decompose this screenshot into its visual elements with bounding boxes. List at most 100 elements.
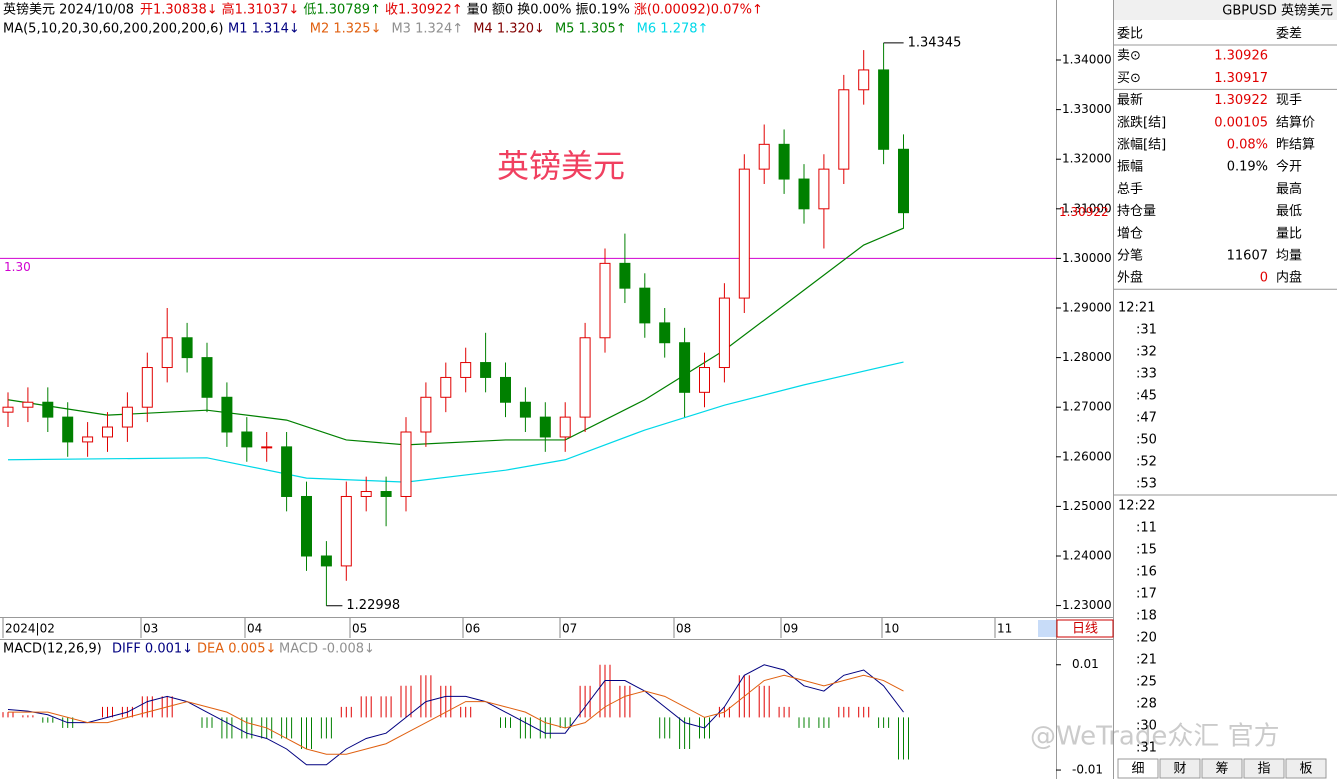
quote-item: 量0 xyxy=(467,3,488,18)
macd-title: MACD(12,26,9) xyxy=(3,642,102,657)
tick-time: :15 xyxy=(1136,543,1157,558)
row-value: 0 xyxy=(1260,271,1268,286)
period-box[interactable] xyxy=(1056,619,1114,638)
row-right: 今开 xyxy=(1276,159,1302,175)
ma-item: M3 1.324↑ xyxy=(391,22,463,37)
tick-time: :53 xyxy=(1136,477,1157,492)
candle-body xyxy=(400,431,412,497)
x-tick-label: 11 xyxy=(997,622,1012,636)
tick-time: :25 xyxy=(1136,675,1157,690)
y-tick-label: 1.28000 xyxy=(1062,350,1112,364)
tab-label[interactable]: 筹 xyxy=(1215,761,1228,777)
candle-body xyxy=(898,148,909,214)
row-right: 量比 xyxy=(1276,226,1302,241)
quote-item: 高1.31037↓ xyxy=(222,2,300,18)
tick-time: :31 xyxy=(1136,741,1157,756)
candle-body xyxy=(221,396,233,433)
row-value: 1.30922 xyxy=(1214,93,1268,108)
y-tick-label: 1.30000 xyxy=(1062,251,1112,265)
diff-line xyxy=(7,664,904,766)
tab[interactable] xyxy=(1159,758,1201,779)
candle-body xyxy=(559,416,571,438)
candle-body xyxy=(360,491,372,497)
row-right: 均量 xyxy=(1276,249,1302,264)
candle-body xyxy=(301,495,312,557)
row-value: 11607 xyxy=(1227,249,1268,264)
y-tick-label: 1.25000 xyxy=(1062,499,1112,513)
row-value: 0.19% xyxy=(1227,160,1268,175)
macd-tick-label: 0.01 xyxy=(1072,657,1099,671)
y-tick-label: 1.33000 xyxy=(1062,102,1112,116)
tick-time: :18 xyxy=(1136,609,1157,624)
candle-body xyxy=(420,396,432,433)
candle-body xyxy=(778,143,790,180)
candle-body xyxy=(539,416,551,438)
x-tick-label: 04 xyxy=(247,622,262,636)
x-tick-label: 09 xyxy=(783,622,798,636)
tick-time: :16 xyxy=(1136,565,1157,580)
candle-body xyxy=(480,362,492,378)
candle-body xyxy=(838,89,850,170)
tab-label[interactable]: 板 xyxy=(1299,762,1312,777)
candle-body xyxy=(440,376,452,398)
tab[interactable] xyxy=(1285,758,1327,779)
tab-label[interactable]: 指 xyxy=(1257,762,1270,777)
tick-time: :52 xyxy=(1136,455,1157,470)
tab-label[interactable]: 细 xyxy=(1131,762,1144,777)
row-right: 内盘 xyxy=(1276,270,1302,286)
row-right: 结算价 xyxy=(1276,115,1315,130)
quote-item: 振0.19% xyxy=(576,3,630,18)
tick-time: :11 xyxy=(1136,521,1157,536)
candle-body xyxy=(102,426,113,438)
row-right: 委差 xyxy=(1276,27,1302,42)
macd-label: MACD -0.008↓ xyxy=(279,642,375,657)
candle-body xyxy=(619,262,631,289)
row-label: 振幅 xyxy=(1117,160,1143,175)
x-tick-label: 05 xyxy=(352,622,367,636)
tab-label[interactable]: 财 xyxy=(1173,762,1186,777)
tick-time: :28 xyxy=(1136,697,1157,712)
tab[interactable] xyxy=(1117,758,1159,779)
ma-item: M2 1.325↓ xyxy=(310,22,382,37)
y-tick-label: 1.24000 xyxy=(1062,548,1112,562)
tab[interactable] xyxy=(1201,758,1243,779)
candle-body xyxy=(699,367,710,393)
row-value: 1.30917 xyxy=(1214,71,1268,86)
row-label: 外盘 xyxy=(1117,270,1143,286)
candle-body xyxy=(2,406,14,413)
y-tick-label: 1.27000 xyxy=(1062,400,1112,414)
candle-body xyxy=(281,446,293,497)
row-label: 最新 xyxy=(1117,92,1143,108)
quote-item: 额0 xyxy=(492,3,513,18)
candle-body xyxy=(121,406,133,428)
ma-item: M6 1.278↑ xyxy=(637,22,709,37)
x-tick-label: 03 xyxy=(143,622,158,636)
row-right: 昨结算 xyxy=(1276,138,1315,153)
candle-body xyxy=(639,287,651,324)
row-label: 增仓 xyxy=(1117,226,1143,241)
period[interactable]: 日线 xyxy=(1072,622,1098,637)
candle-body xyxy=(460,362,472,378)
moving-average xyxy=(7,361,904,483)
candle-body xyxy=(340,495,352,567)
tab[interactable] xyxy=(1243,758,1285,779)
row-value: 0.08% xyxy=(1227,138,1268,153)
quote-item: 收1.30922↑ xyxy=(385,3,463,18)
tick-time: :45 xyxy=(1136,389,1157,404)
candle-body xyxy=(82,436,94,443)
ma-title: MA(5,10,20,30,60,200,200,200,6) xyxy=(3,22,223,37)
tick-time: :50 xyxy=(1136,433,1157,448)
name-date: 英镑美元 2024/10/08 xyxy=(3,2,134,18)
candle-body xyxy=(241,431,253,448)
row-right: 最高 xyxy=(1276,181,1302,197)
candle-body xyxy=(519,401,531,418)
high-label: 1.34345 xyxy=(908,35,962,50)
tick-time: :21 xyxy=(1136,653,1157,668)
watermark: 英镑美元 xyxy=(497,147,625,185)
candle-body xyxy=(798,178,810,210)
quote-item: 开1.30838↓ xyxy=(140,3,218,18)
candle-body xyxy=(818,168,830,210)
candle-body xyxy=(878,69,890,150)
row-label: 委比 xyxy=(1117,27,1143,42)
candle-body xyxy=(679,342,691,393)
